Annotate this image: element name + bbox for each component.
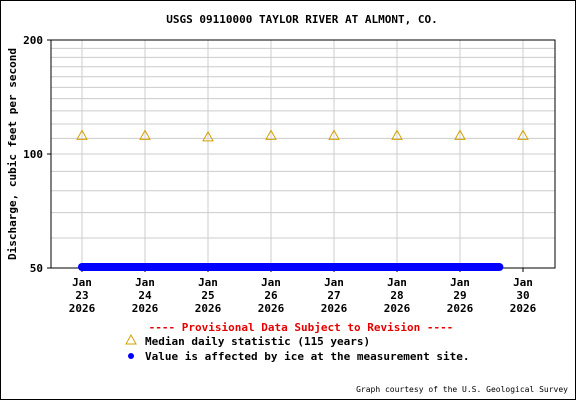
x-tick-month: Jan [450,276,470,289]
x-tick-year: 2026 [384,302,411,315]
y-tick-label: 200 [23,34,43,47]
x-tick-year: 2026 [69,302,96,315]
median-point [76,129,88,140]
legend-triangle-icon [125,333,137,345]
x-tick-month: Jan [261,276,281,289]
x-tick-labels: Jan232026Jan242026Jan252026Jan262026Jan2… [69,268,537,315]
x-tick-day: 24 [138,289,152,302]
x-tick-day: 27 [327,289,340,302]
x-tick-month: Jan [72,276,92,289]
x-tick-month: Jan [135,276,155,289]
median-series [76,129,529,142]
x-tick-day: 26 [264,289,278,302]
median-point [328,129,340,140]
grid [51,39,555,269]
median-point [391,129,403,140]
median-point [517,129,529,140]
x-tick-day: 25 [201,289,214,302]
legend-dot-icon [128,353,134,359]
x-tick-month: Jan [198,276,218,289]
x-tick-day: 29 [453,289,466,302]
x-tick-day: 30 [516,289,529,302]
chart-title: USGS 09110000 TAYLOR RIVER AT ALMONT, CO… [166,13,438,26]
x-tick-year: 2026 [321,302,348,315]
y-tick-label: 100 [23,148,43,161]
y-axis-label: Discharge, cubic feet per second [6,48,19,260]
median-point [139,129,151,140]
y-tick-labels: 50 100 200 [23,34,51,275]
median-point [454,129,466,140]
x-tick-month: Jan [324,276,344,289]
x-tick-year: 2026 [258,302,285,315]
x-tick-year: 2026 [447,302,474,315]
x-tick-day: 28 [390,289,403,302]
x-tick-year: 2026 [510,302,537,315]
x-tick-year: 2026 [132,302,159,315]
credit-text: Graph courtesy of the U.S. Geological Su… [356,385,568,394]
provisional-note: ---- Provisional Data Subject to Revisio… [149,321,454,334]
legend-median-label: Median daily statistic (115 years) [145,335,370,348]
x-tick-year: 2026 [195,302,222,315]
y-tick-label: 50 [30,262,43,275]
x-tick-month: Jan [387,276,407,289]
legend: Median daily statistic (115 years) Value… [125,333,470,363]
median-point [265,129,277,140]
median-point [202,130,214,142]
legend-ice-label: Value is affected by ice at the measurem… [145,350,470,363]
x-tick-day: 23 [75,289,88,302]
x-tick-month: Jan [513,276,533,289]
